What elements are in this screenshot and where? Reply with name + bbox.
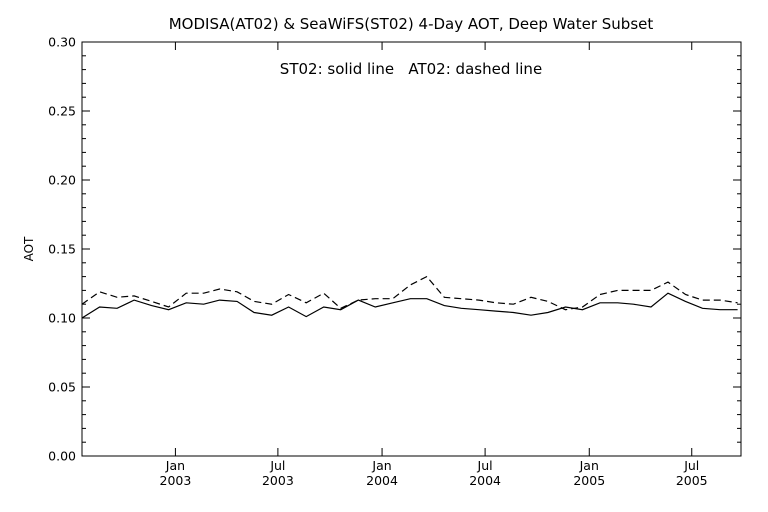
x-tick-month-label: Jul: [683, 458, 699, 473]
x-tick-month-label: Jul: [269, 458, 285, 473]
chart-title: MODISA(AT02) & SeaWiFS(ST02) 4-Day AOT, …: [169, 15, 654, 33]
y-tick-label: 0.25: [48, 104, 76, 119]
y-tick-label: 0.20: [48, 173, 76, 188]
y-tick-label: 0.00: [48, 449, 76, 464]
y-tick-label: 0.15: [48, 242, 76, 257]
x-tick-month-label: Jan: [371, 458, 391, 473]
x-tick-year-label: 2005: [573, 473, 605, 488]
x-tick-year-label: 2003: [262, 473, 294, 488]
x-tick-year-label: 2004: [366, 473, 398, 488]
x-tick-year-label: 2004: [469, 473, 501, 488]
x-tick-month-label: Jan: [165, 458, 185, 473]
y-tick-label: 0.05: [48, 380, 76, 395]
plot-area-frame: [81, 41, 742, 457]
x-tick-month-label: Jul: [477, 458, 493, 473]
x-axis: Jan2003Jul2003Jan2004Jul2004Jan2005Jul20…: [160, 42, 708, 488]
x-tick-year-label: 2005: [676, 473, 708, 488]
series-line-at02: [81, 275, 738, 311]
line-style-annotation: ST02: solid line AT02: dashed line: [280, 60, 542, 78]
x-tick-year-label: 2003: [160, 473, 192, 488]
y-axis-label: AOT: [22, 236, 36, 261]
series-line-st02: [81, 292, 738, 319]
x-tick-month-label: Jan: [579, 458, 599, 473]
y-axis: 0.00 0.05 0.10 0.15 0.20 0.25 0.30: [48, 35, 741, 464]
y-tick-label: 0.10: [48, 311, 76, 326]
series-layer: [81, 275, 738, 319]
y-tick-label: 0.30: [48, 35, 76, 50]
